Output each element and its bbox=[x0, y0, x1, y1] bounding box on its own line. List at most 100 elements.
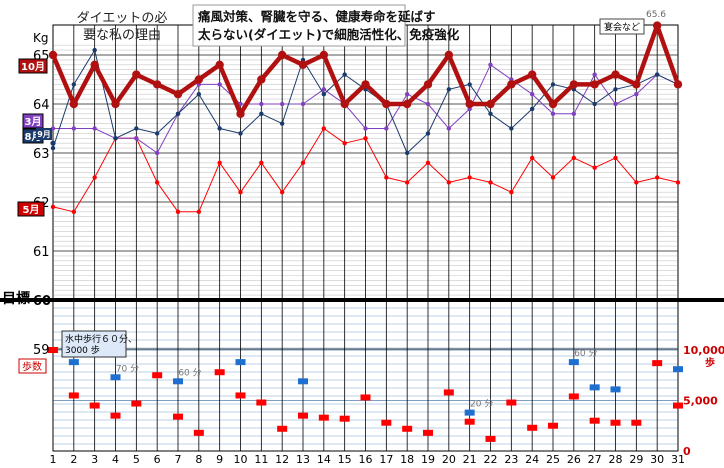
x-tick-label: 20 bbox=[442, 453, 456, 466]
series-point-oct bbox=[403, 100, 411, 108]
steps-marker-red bbox=[548, 423, 558, 429]
series-point-may bbox=[51, 205, 55, 209]
x-tick-label: 3 bbox=[91, 453, 98, 466]
series-tag-sep: 9月 bbox=[37, 130, 51, 139]
minutes-annotation: 60 分 bbox=[178, 367, 201, 378]
series-point-may bbox=[613, 156, 617, 160]
series-point-oct bbox=[70, 100, 78, 108]
x-tick-label: 2 bbox=[70, 453, 77, 466]
steps-marker-red bbox=[465, 419, 475, 425]
series-point-sep bbox=[322, 92, 326, 96]
callout-line1: 水中歩行６０分、 bbox=[65, 333, 137, 345]
series-point-sep bbox=[113, 136, 117, 140]
series-point-may bbox=[301, 161, 305, 165]
series-point-oct bbox=[153, 80, 161, 88]
series-point-oct bbox=[507, 80, 515, 88]
series-point-mar bbox=[405, 92, 409, 96]
steps-marker-red bbox=[152, 372, 162, 378]
steps-marker-red bbox=[527, 425, 537, 431]
x-tick-label: 19 bbox=[421, 453, 435, 466]
series-point-sep bbox=[488, 112, 492, 116]
series-point-oct bbox=[320, 51, 328, 59]
series-point-may bbox=[676, 180, 680, 184]
series-point-oct bbox=[257, 75, 265, 83]
series-point-oct bbox=[174, 90, 182, 98]
x-tick-label: 6 bbox=[154, 453, 161, 466]
steps-marker-red bbox=[215, 369, 225, 375]
minutes-annotation: 60 分 bbox=[574, 348, 597, 359]
steps-marker-red bbox=[486, 436, 496, 442]
series-point-may bbox=[572, 156, 576, 160]
series-point-may bbox=[592, 166, 596, 170]
goal-label: 目標 bbox=[2, 290, 30, 307]
steps-marker-red bbox=[340, 416, 350, 422]
series-point-oct bbox=[445, 51, 453, 59]
series-point-mar bbox=[634, 92, 638, 96]
steps-marker-blue bbox=[111, 374, 121, 380]
series-point-oct bbox=[132, 70, 140, 78]
x-tick-label: 25 bbox=[546, 453, 560, 466]
x-tick-label: 1 bbox=[50, 453, 57, 466]
x-tick-label: 22 bbox=[484, 453, 498, 466]
minutes-annotation: 70 分 bbox=[116, 363, 139, 374]
series-point-oct bbox=[549, 100, 557, 108]
steps-marker-red bbox=[111, 413, 121, 419]
steps-marker-red bbox=[423, 430, 433, 436]
x-tick-label: 18 bbox=[400, 453, 414, 466]
series-point-oct bbox=[215, 61, 223, 69]
series-point-may bbox=[238, 190, 242, 194]
series-point-oct bbox=[111, 100, 119, 108]
series-point-mar bbox=[613, 102, 617, 106]
steps-marker-red bbox=[569, 393, 579, 399]
steps-marker-blue bbox=[69, 359, 79, 365]
x-tick-label: 8 bbox=[195, 453, 202, 466]
x-tick-label: 5 bbox=[133, 453, 140, 466]
peak-value-label: 65.6 bbox=[646, 10, 666, 20]
series-point-sep bbox=[613, 87, 617, 91]
series-point-oct bbox=[590, 80, 598, 88]
series-point-may bbox=[197, 210, 201, 214]
series-point-oct bbox=[528, 70, 536, 78]
series-point-may bbox=[447, 180, 451, 184]
series-point-sep bbox=[259, 112, 263, 116]
steps-tick-label: 10,000 bbox=[683, 344, 724, 357]
title-line1: ダイエットの必 bbox=[77, 11, 168, 26]
x-tick-label: 17 bbox=[379, 453, 393, 466]
series-tag-may: 5月 bbox=[23, 204, 40, 216]
y-tick-label: 61 bbox=[33, 245, 50, 260]
series-point-mar bbox=[280, 102, 284, 106]
series-point-may bbox=[176, 210, 180, 214]
series-point-oct bbox=[340, 100, 348, 108]
series-point-sep bbox=[72, 82, 76, 86]
steps-marker-red bbox=[381, 420, 391, 426]
steps-marker-red bbox=[90, 403, 100, 409]
steps-marker-blue bbox=[465, 410, 475, 416]
series-point-may bbox=[72, 210, 76, 214]
series-point-oct bbox=[361, 80, 369, 88]
steps-marker-red bbox=[652, 360, 662, 366]
series-point-mar bbox=[259, 102, 263, 106]
x-tick-label: 15 bbox=[338, 453, 352, 466]
series-point-may bbox=[530, 156, 534, 160]
series-point-sep bbox=[530, 107, 534, 111]
series-point-sep bbox=[551, 82, 555, 86]
x-tick-label: 27 bbox=[588, 453, 602, 466]
series-point-may bbox=[509, 190, 513, 194]
steps-marker-red bbox=[131, 401, 141, 407]
series-point-oct bbox=[278, 51, 286, 59]
x-tick-label: 7 bbox=[175, 453, 182, 466]
series-point-oct bbox=[465, 100, 473, 108]
series-point-oct bbox=[382, 100, 390, 108]
x-tick-label: 28 bbox=[609, 453, 623, 466]
series-point-oct bbox=[611, 70, 619, 78]
minutes-annotation: 20 分 bbox=[470, 399, 493, 410]
series-point-may bbox=[259, 161, 263, 165]
steps-unit: 歩 bbox=[705, 356, 715, 369]
x-tick-label: 29 bbox=[629, 453, 643, 466]
series-point-oct bbox=[424, 80, 432, 88]
x-tick-label: 13 bbox=[296, 453, 310, 466]
x-tick-label: 21 bbox=[463, 453, 477, 466]
series-point-oct bbox=[49, 51, 57, 59]
x-tick-label: 4 bbox=[112, 453, 119, 466]
series-point-may bbox=[322, 126, 326, 130]
